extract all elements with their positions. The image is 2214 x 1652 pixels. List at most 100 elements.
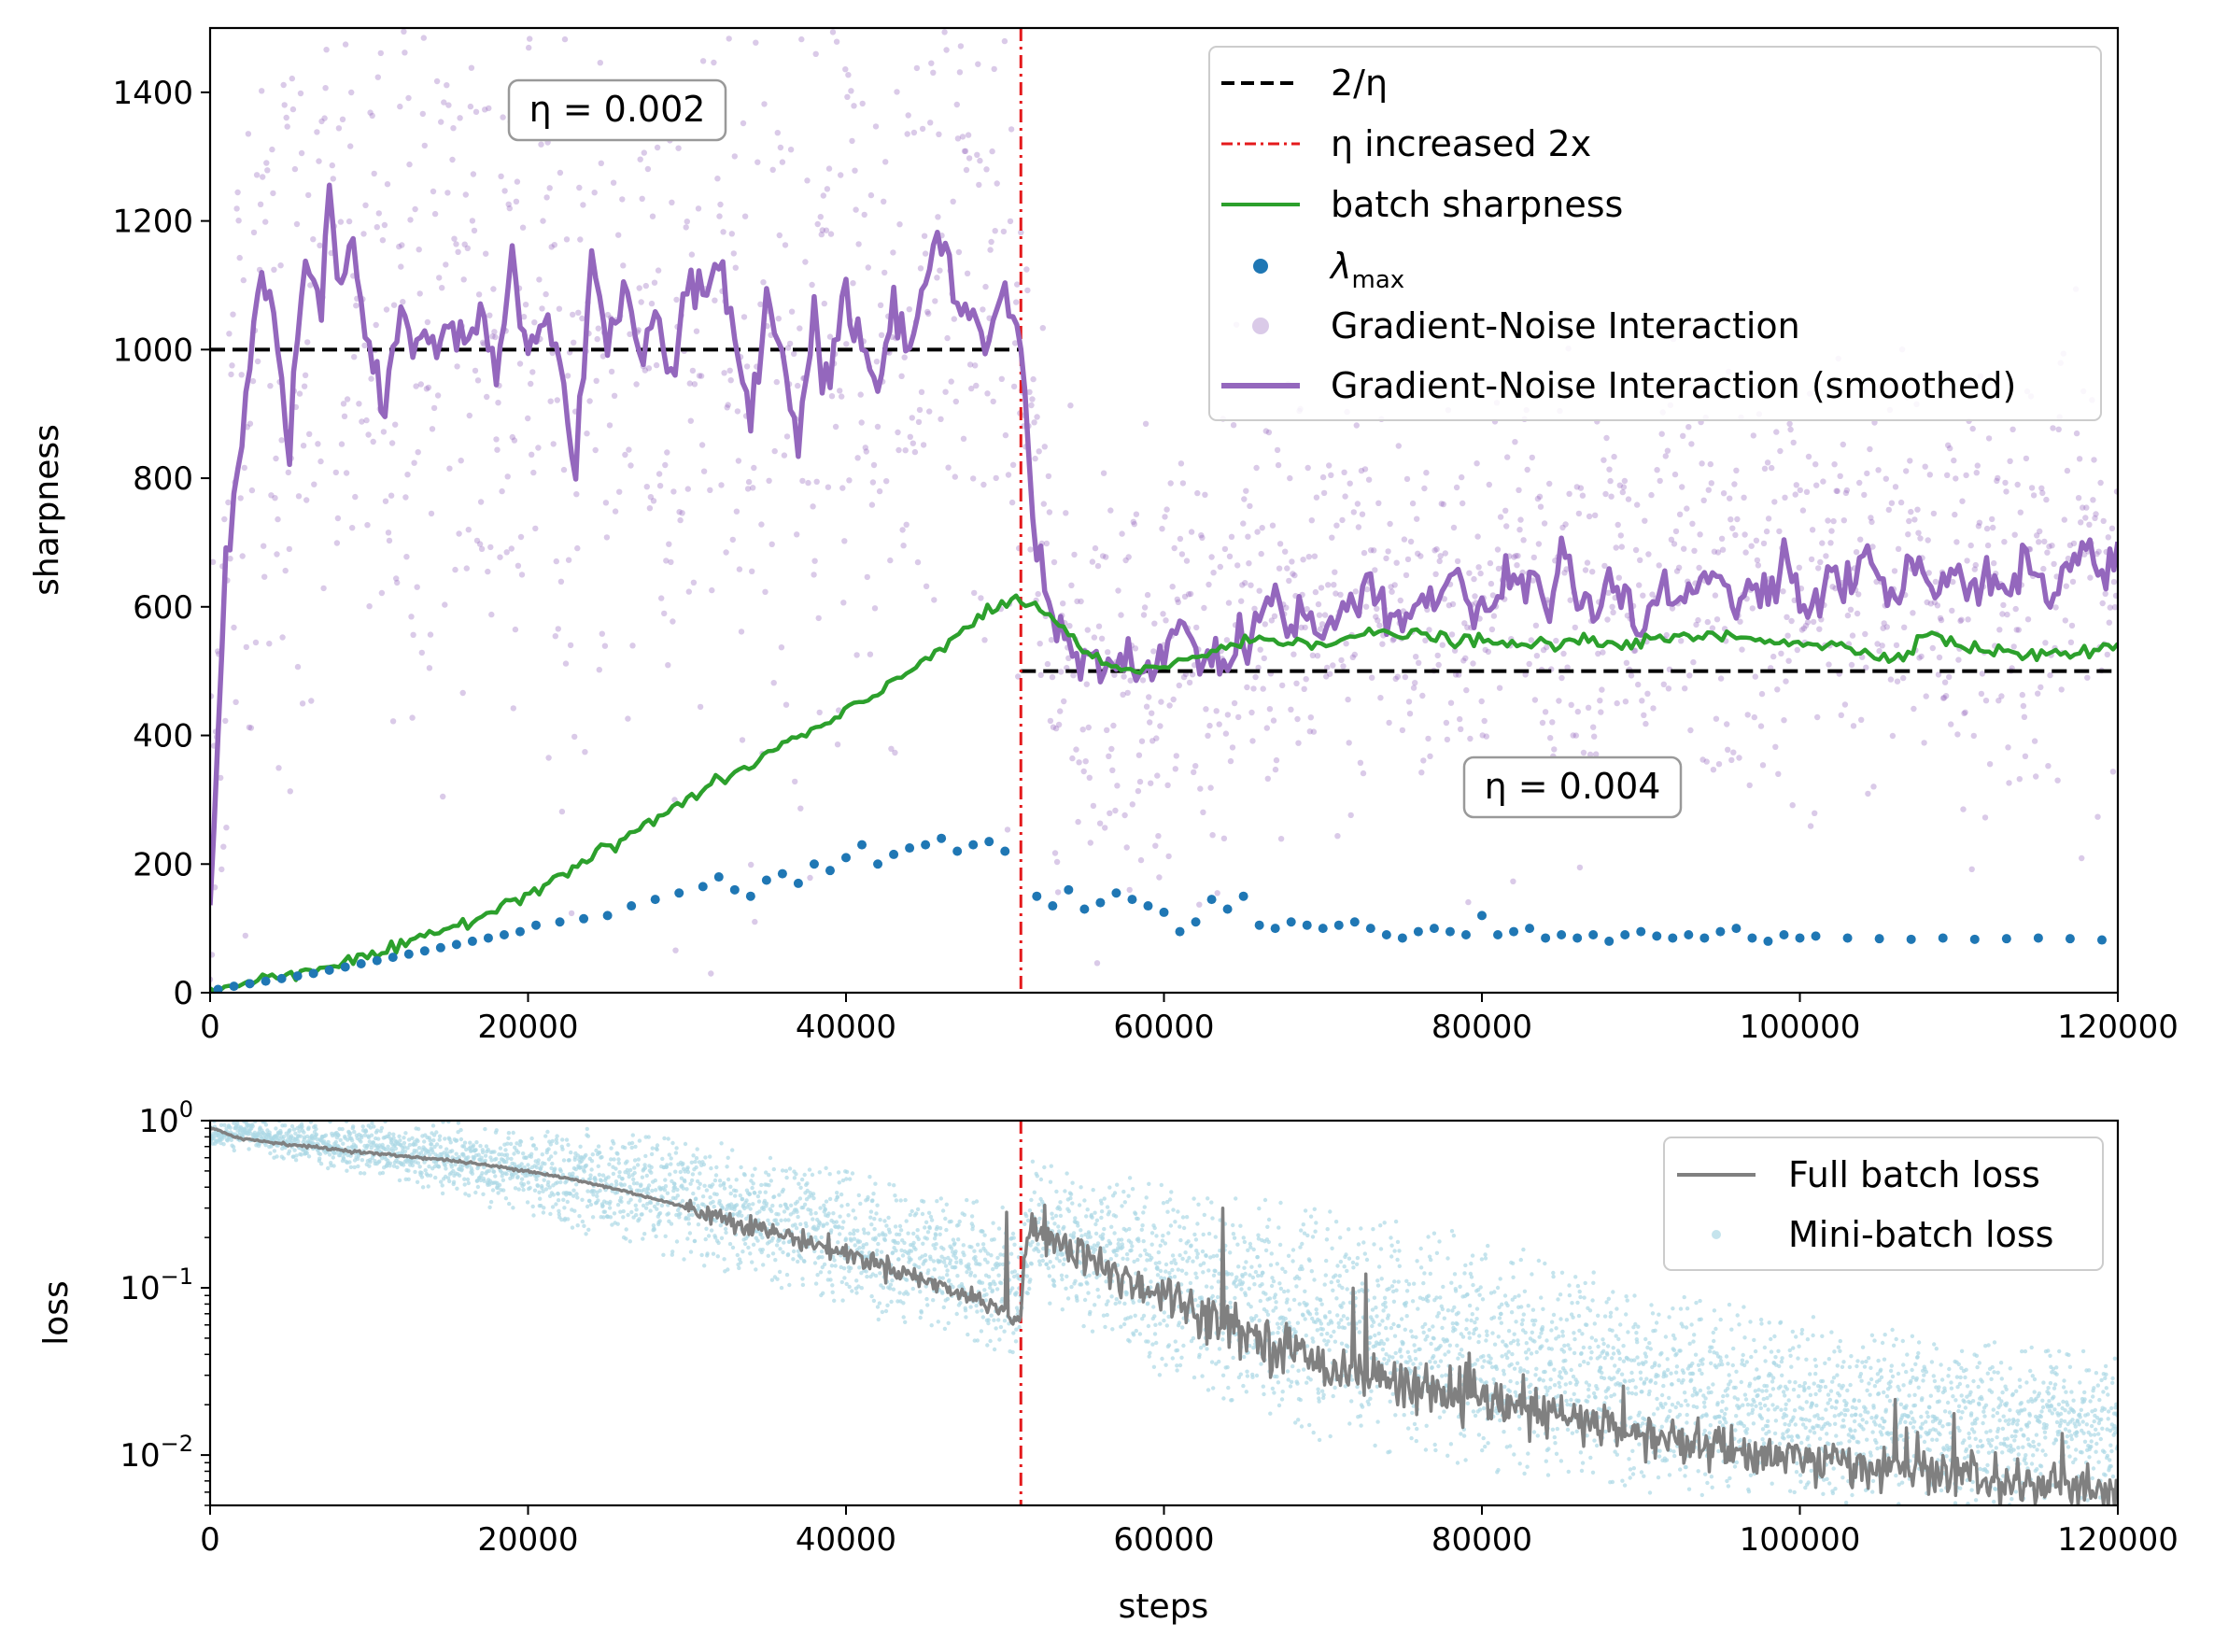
gni-point — [1968, 866, 1975, 872]
gni-point — [724, 404, 730, 411]
mini-batch-point — [459, 1166, 464, 1172]
mini-batch-point — [753, 1166, 757, 1171]
gni-point — [1070, 672, 1077, 679]
mini-batch-point — [598, 1151, 602, 1155]
mini-batch-point — [1105, 1312, 1109, 1318]
gni-point — [670, 618, 676, 625]
gni-point — [2044, 549, 2051, 556]
lambda-max-point — [1938, 933, 1948, 943]
gni-point — [837, 388, 843, 394]
mini-batch-point — [1158, 1243, 1163, 1249]
gni-point — [1639, 698, 1645, 704]
gni-point — [1450, 524, 1458, 531]
gni-point — [1967, 542, 1974, 549]
mini-batch-point — [606, 1175, 611, 1179]
gni-point — [1426, 627, 1432, 633]
mini-batch-point — [929, 1218, 935, 1222]
gni-point — [1124, 689, 1131, 697]
gni-point — [535, 445, 542, 451]
lambda-max-point — [1477, 911, 1487, 921]
lambda-max-point — [1636, 926, 1646, 937]
mini-batch-point — [505, 1156, 510, 1161]
mini-batch-point — [386, 1144, 390, 1150]
mini-batch-point — [646, 1135, 651, 1139]
gni-point — [1957, 617, 1964, 625]
gni-point — [317, 242, 323, 248]
mini-batch-point — [370, 1121, 374, 1126]
mini-batch-point — [755, 1193, 761, 1199]
mini-batch-point — [831, 1211, 836, 1216]
gni-point — [1276, 565, 1283, 572]
gni-point — [1585, 704, 1592, 711]
gni-point — [857, 391, 864, 398]
gni-point — [952, 398, 959, 405]
mini-batch-point — [578, 1144, 583, 1150]
gni-point — [1112, 807, 1119, 814]
mini-batch-point — [1010, 1349, 1015, 1355]
gni-point — [311, 481, 317, 487]
gni-point — [2067, 639, 2075, 645]
mini-batch-point — [887, 1230, 892, 1235]
mini-batch-point — [633, 1144, 638, 1150]
mini-batch-point — [560, 1147, 565, 1151]
mini-batch-point — [817, 1170, 822, 1175]
mini-batch-point — [889, 1299, 894, 1305]
mini-batch-point — [433, 1175, 438, 1180]
mini-batch-point — [1127, 1339, 1132, 1344]
gni-point — [1074, 598, 1080, 605]
lambda-max-point — [2001, 934, 2011, 944]
mini-batch-point — [906, 1292, 910, 1296]
mini-batch-point — [360, 1158, 365, 1163]
mini-batch-point — [571, 1188, 576, 1193]
gni-point — [1640, 592, 1646, 599]
gni-point — [1854, 610, 1861, 617]
mini-batch-point — [703, 1236, 708, 1242]
mini-batch-point — [566, 1217, 571, 1221]
mini-batch-point — [798, 1221, 803, 1227]
gni-point — [1026, 388, 1033, 395]
mini-batch-point — [637, 1138, 642, 1143]
mini-batch-point — [513, 1186, 518, 1191]
mini-batch-point — [733, 1193, 738, 1198]
lambda-max-point — [793, 878, 803, 888]
gni-point — [361, 342, 368, 349]
gni-point — [1439, 642, 1446, 648]
gni-point — [645, 365, 653, 372]
gni-point — [1880, 625, 1886, 631]
mini-batch-point — [550, 1205, 556, 1209]
gni-point — [408, 614, 415, 620]
gni-point — [231, 624, 237, 631]
gni-point — [301, 383, 308, 389]
gni-point — [1892, 484, 1899, 490]
gni-point — [1732, 531, 1739, 539]
mini-batch-point — [760, 1235, 765, 1240]
mini-batch-point — [878, 1271, 882, 1276]
gni-point — [1530, 577, 1537, 584]
gni-point — [338, 441, 345, 447]
gni-point — [1603, 434, 1610, 442]
gni-point — [881, 198, 887, 205]
gni-point — [1625, 496, 1632, 502]
gni-point — [1825, 517, 1831, 524]
mini-batch-point — [839, 1204, 844, 1208]
mini-batch-point — [574, 1192, 579, 1196]
mini-batch-point — [895, 1240, 900, 1246]
mini-batch-point — [747, 1192, 753, 1196]
mini-batch-point — [407, 1142, 413, 1148]
mini-batch-point — [1168, 1223, 1174, 1228]
mini-batch-point — [719, 1235, 725, 1241]
mini-batch-point — [931, 1259, 937, 1264]
gni-point — [1185, 591, 1192, 598]
mini-batch-point — [524, 1155, 529, 1161]
gni-point — [424, 318, 431, 326]
mini-batch-point — [898, 1228, 904, 1233]
mini-batch-point — [1104, 1279, 1108, 1284]
mini-batch-point — [417, 1165, 422, 1169]
gni-point — [340, 401, 347, 407]
gni-point — [404, 472, 411, 478]
gni-point — [829, 29, 837, 35]
gni-point — [1240, 520, 1247, 527]
gni-point — [730, 250, 737, 257]
gni-point — [1197, 785, 1204, 792]
gni-point — [442, 601, 448, 608]
